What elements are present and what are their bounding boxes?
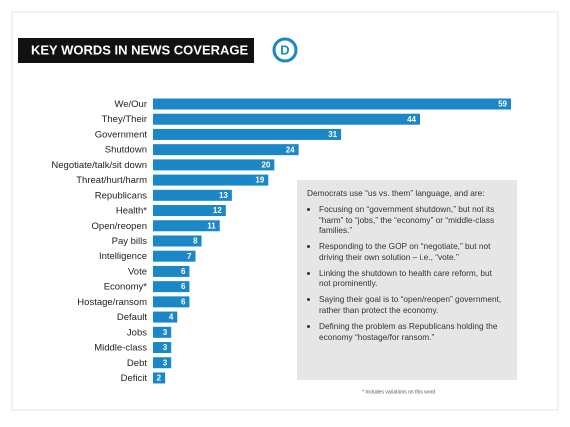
category-label: Hostage/ransom	[77, 297, 147, 308]
category-label: Negotiate/talk/sit down	[51, 160, 147, 171]
callout-container: Democrats use “us vs. them” language, an…	[297, 180, 517, 380]
bar	[153, 357, 172, 369]
category-label: Intelligence	[99, 251, 147, 262]
category-label: Open/reopen	[92, 221, 147, 232]
bar	[153, 250, 196, 262]
value-label: 59	[498, 100, 507, 109]
bar	[153, 296, 190, 308]
callout-bullet: Defining the problem as Republicans hold…	[319, 321, 505, 343]
value-label: 3	[163, 343, 168, 352]
category-label: Health*	[116, 206, 147, 217]
category-label: Middle-class	[94, 343, 147, 354]
callout-list: Focusing on “government shutdown,” but n…	[307, 204, 505, 343]
value-label: 20	[261, 160, 270, 169]
slide-frame	[11, 11, 559, 411]
value-label: 31	[328, 130, 337, 139]
category-label: Jobs	[127, 327, 147, 338]
value-label: 24	[286, 145, 295, 154]
value-label: 13	[219, 191, 228, 200]
value-label: 3	[163, 328, 168, 337]
callout: Democrats use “us vs. them” language, an…	[297, 180, 517, 380]
footnote: * Includes variations on this word	[362, 389, 435, 395]
callout-bullet: Saying their goal is to “open/reopen” go…	[319, 294, 505, 316]
category-label: Deficit	[121, 373, 148, 384]
value-label: 19	[255, 176, 264, 185]
chart-title: KEY WORDS IN NEWS COVERAGE	[31, 42, 249, 57]
bar	[153, 220, 220, 232]
bar	[153, 326, 172, 338]
category-label: Republicans	[95, 190, 148, 201]
category-label: We/Our	[114, 99, 147, 110]
callout-intro: Democrats use “us vs. them” language, an…	[307, 188, 485, 198]
bar	[153, 265, 190, 277]
category-label: Debt	[127, 358, 147, 369]
bar	[153, 205, 226, 217]
bar	[153, 372, 166, 384]
value-label: 11	[207, 221, 216, 230]
value-label: 6	[181, 297, 186, 306]
category-label: Pay bills	[112, 236, 148, 247]
value-label: 4	[169, 313, 174, 322]
callout-bullet: Focusing on “government shutdown,” but n…	[319, 204, 505, 236]
value-label: 2	[157, 374, 162, 383]
category-label: Economy*	[104, 282, 148, 293]
bar	[153, 144, 299, 156]
category-label: Government	[95, 129, 148, 140]
value-label: 8	[193, 237, 198, 246]
bar	[153, 128, 342, 140]
value-label: 7	[187, 252, 192, 261]
category-label: Vote	[128, 266, 147, 277]
bar	[153, 311, 178, 323]
logo-letter: D	[280, 42, 289, 57]
bar	[153, 342, 172, 354]
value-label: 6	[181, 282, 186, 291]
callout-bullet: Responding to the GOP on “negotiate,” bu…	[319, 241, 505, 263]
bar	[153, 235, 202, 247]
bar	[153, 174, 269, 186]
category-label: They/Their	[102, 114, 147, 125]
callout-bullet: Linking the shutdown to health care refo…	[319, 268, 505, 290]
category-label: Shutdown	[105, 145, 147, 156]
value-label: 12	[213, 206, 222, 215]
bar	[153, 98, 511, 110]
bar	[153, 189, 232, 201]
title-box	[18, 38, 254, 63]
category-label: Default	[117, 312, 147, 323]
bar	[153, 159, 275, 171]
value-label: 44	[407, 115, 416, 124]
bar	[153, 113, 420, 125]
category-label: Threat/hurt/harm	[76, 175, 147, 186]
logo	[272, 37, 298, 63]
bar	[153, 281, 190, 293]
value-label: 6	[181, 267, 186, 276]
value-label: 3	[163, 358, 168, 367]
callout-box	[297, 180, 517, 380]
